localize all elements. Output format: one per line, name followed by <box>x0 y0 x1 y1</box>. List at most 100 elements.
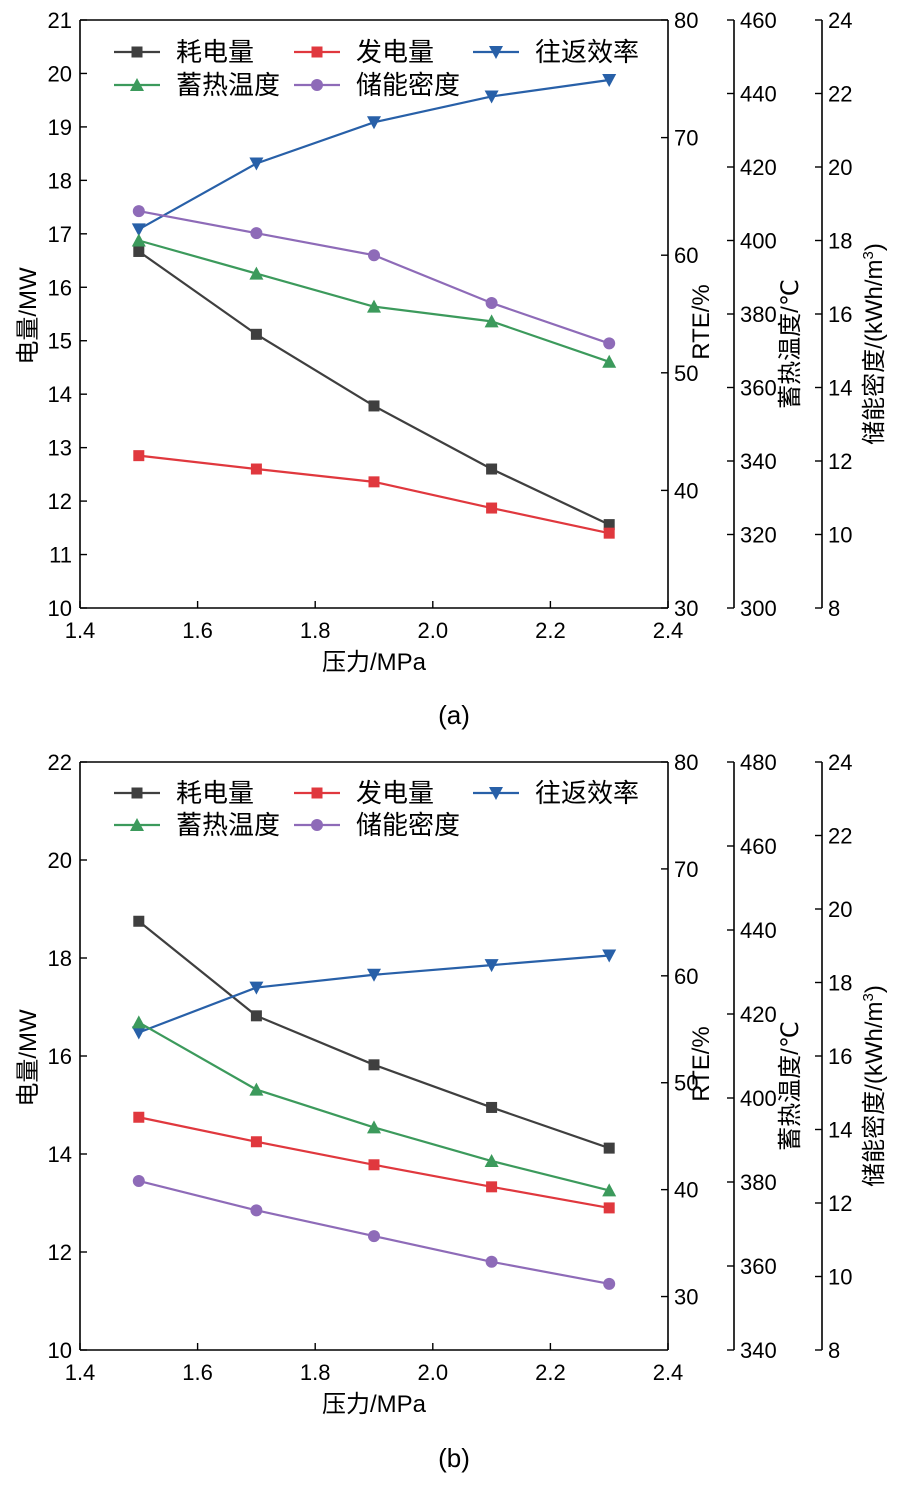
x-axis-title: 压力/MPa <box>322 1391 427 1418</box>
legend-label-temperature: 蓄热温度 <box>176 810 280 840</box>
temp-tick-label: 320 <box>740 523 777 548</box>
series-temperature <box>131 1015 617 1197</box>
power-tick-label: 16 <box>48 275 72 300</box>
data-point-generation <box>133 1111 145 1123</box>
density-tick-label: 14 <box>828 376 852 401</box>
power-tick-label: 10 <box>48 1338 72 1363</box>
data-point-generation <box>133 450 145 462</box>
density-tick-label: 22 <box>828 82 852 107</box>
data-point-consumption <box>603 519 615 531</box>
density-tick-label: 10 <box>828 523 852 548</box>
density-tick-label: 22 <box>828 824 852 849</box>
density-tick-label: 18 <box>828 971 852 996</box>
series-generation <box>133 1111 615 1214</box>
density-tick-label: 18 <box>828 229 852 254</box>
data-point-consumption <box>486 1101 498 1113</box>
legend-label-generation: 发电量 <box>356 778 434 808</box>
legend-item-density: 储能密度 <box>294 70 460 100</box>
data-point-rte <box>131 223 146 237</box>
density-tick-label: 24 <box>828 750 852 775</box>
panel-caption: (a) <box>438 700 470 730</box>
density-axis-title-close: ) <box>861 243 888 251</box>
series-line-rte <box>138 78 610 231</box>
data-point-consumption <box>368 1059 380 1071</box>
legend-label-consumption: 耗电量 <box>176 37 254 67</box>
data-point-consumption <box>133 245 145 257</box>
data-point-density <box>603 337 616 350</box>
x-tick-label: 1.8 <box>300 618 331 643</box>
power-tick-label: 11 <box>49 543 72 568</box>
density-tick-label: 8 <box>828 1338 840 1363</box>
power-tick-label: 14 <box>48 1142 72 1167</box>
power-tick-label: 14 <box>48 382 72 407</box>
rte-tick-label: 80 <box>674 8 698 33</box>
power-tick-label: 17 <box>48 222 72 247</box>
x-tick-label: 1.8 <box>300 1360 331 1385</box>
rte-tick-label: 80 <box>674 750 698 775</box>
data-point-rte <box>484 959 499 973</box>
rte-tick-label: 40 <box>674 478 698 503</box>
data-point-temperature <box>249 266 264 280</box>
temp-tick-label: 360 <box>740 376 777 401</box>
legend-item-generation: 发电量 <box>294 37 434 67</box>
series-temperature <box>131 233 617 368</box>
temp-tick-label: 480 <box>740 750 777 775</box>
temp-tick-label: 420 <box>740 1002 777 1027</box>
data-point-generation <box>603 527 615 539</box>
temp-tick-label: 440 <box>740 918 777 943</box>
data-point-rte <box>367 116 381 130</box>
x-tick-label: 2.0 <box>418 1360 449 1385</box>
series-density <box>132 1174 616 1290</box>
temp-tick-label: 360 <box>740 1254 777 1279</box>
data-point-temperature <box>131 233 146 247</box>
power-tick-label: 20 <box>48 848 72 873</box>
density-axis-title-main: 储能密度/(kWh/m <box>861 260 888 445</box>
x-tick-label: 1.4 <box>65 1360 96 1385</box>
legend-label-rte: 往返效率 <box>535 37 639 67</box>
rte-axis-title: RTE/% <box>688 1026 715 1102</box>
data-point-rte <box>131 1026 146 1040</box>
rte-tick-label: 70 <box>674 857 698 882</box>
legend-label-consumption: 耗电量 <box>176 778 254 808</box>
data-point-temperature <box>131 1015 146 1029</box>
density-tick-label: 10 <box>828 1265 852 1290</box>
legend-marker <box>311 787 323 799</box>
data-point-rte <box>249 157 264 171</box>
x-tick-label: 2.0 <box>418 618 449 643</box>
legend-label-temperature: 蓄热温度 <box>176 70 280 100</box>
legend-label-density: 储能密度 <box>356 70 460 100</box>
density-axis-title-close: ) <box>861 985 888 993</box>
legend-marker <box>489 787 503 800</box>
series-density <box>132 205 616 350</box>
rte-axis-title: RTE/% <box>688 284 715 360</box>
chart-panel-a: 1.4 1.6 1.8 2.0 2.2 2.4 压力/MPa 10 11 12 13 14 15 16 17… <box>15 8 888 730</box>
legend-label-rte: 往返效率 <box>535 778 639 808</box>
data-point-generation <box>250 463 262 475</box>
density-tick-label: 12 <box>828 449 852 474</box>
legend-item-consumption: 耗电量 <box>114 778 254 808</box>
data-point-density <box>132 1174 145 1187</box>
series-consumption <box>133 245 615 531</box>
series-rte <box>131 949 617 1040</box>
density-tick-label: 16 <box>828 1044 852 1069</box>
rte-tick-label: 50 <box>674 1071 698 1096</box>
data-point-rte <box>249 981 264 995</box>
rte-tick-label: 50 <box>674 361 698 386</box>
legend-marker <box>130 78 144 91</box>
data-point-temperature <box>367 1120 381 1134</box>
data-point-rte <box>602 73 617 87</box>
temp-tick-label: 400 <box>740 1086 777 1111</box>
temp-tick-label: 340 <box>740 449 777 474</box>
data-point-temperature <box>484 314 499 328</box>
rte-tick-label: 70 <box>674 126 698 151</box>
data-point-consumption <box>133 915 145 927</box>
data-point-temperature <box>484 1154 499 1167</box>
density-tick-label: 20 <box>828 155 852 180</box>
legend-item-consumption: 耗电量 <box>114 37 254 67</box>
power-tick-label: 13 <box>48 436 72 461</box>
legend-marker <box>311 46 323 58</box>
temp-tick-label: 440 <box>740 82 777 107</box>
data-point-consumption <box>603 1142 615 1154</box>
chart-panel-b: 1.4 1.6 1.8 2.0 2.2 2.4 压力/MPa 10 12 14 16 18 20 22 电量… <box>15 750 888 1473</box>
